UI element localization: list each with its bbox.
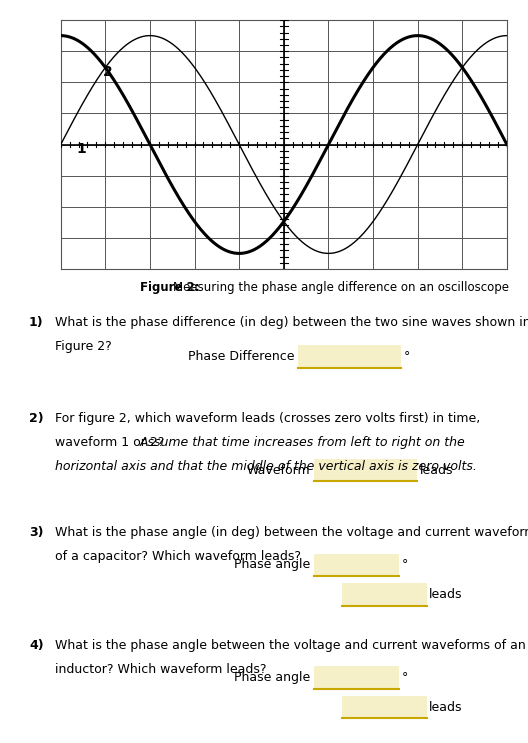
Text: 1: 1 bbox=[77, 143, 86, 157]
Text: What is the phase angle (in deg) between the voltage and current waveforms: What is the phase angle (in deg) between… bbox=[55, 526, 528, 539]
Text: Phase angle: Phase angle bbox=[234, 558, 310, 571]
Text: Measuring the phase angle difference on an oscilloscope: Measuring the phase angle difference on … bbox=[173, 281, 508, 293]
Text: Phase Difference: Phase Difference bbox=[188, 350, 295, 363]
Text: °: ° bbox=[403, 350, 410, 363]
Text: leads: leads bbox=[420, 464, 453, 477]
Text: What is the phase angle between the voltage and current waveforms of an: What is the phase angle between the volt… bbox=[55, 639, 526, 652]
Text: inductor? Which waveform leads?: inductor? Which waveform leads? bbox=[55, 663, 267, 675]
Text: waveform 1 or 2?: waveform 1 or 2? bbox=[55, 436, 169, 449]
Text: leads: leads bbox=[429, 701, 463, 714]
Text: Figure 2?: Figure 2? bbox=[55, 340, 112, 352]
Text: Assume that time increases from left to right on the: Assume that time increases from left to … bbox=[140, 436, 466, 449]
Text: 2: 2 bbox=[103, 65, 113, 79]
Text: Figure 2:: Figure 2: bbox=[140, 281, 200, 293]
Text: °: ° bbox=[401, 671, 408, 684]
Text: What is the phase difference (in deg) between the two sine waves shown in: What is the phase difference (in deg) be… bbox=[55, 316, 528, 328]
Text: 1): 1) bbox=[29, 316, 44, 328]
Text: leads: leads bbox=[429, 588, 463, 601]
Text: Waveform: Waveform bbox=[247, 464, 310, 477]
Text: For figure 2, which waveform leads (crosses zero volts first) in time,: For figure 2, which waveform leads (cros… bbox=[55, 412, 480, 425]
Text: Phase angle: Phase angle bbox=[234, 671, 310, 684]
Text: of a capacitor? Which waveform leads?: of a capacitor? Which waveform leads? bbox=[55, 550, 301, 562]
Text: 3): 3) bbox=[29, 526, 43, 539]
Text: horizontal axis and that the middle of the vertical axis is zero volts.: horizontal axis and that the middle of t… bbox=[55, 460, 477, 473]
Text: 4): 4) bbox=[29, 639, 44, 652]
Text: °: ° bbox=[401, 558, 408, 571]
Text: 2): 2) bbox=[29, 412, 44, 425]
